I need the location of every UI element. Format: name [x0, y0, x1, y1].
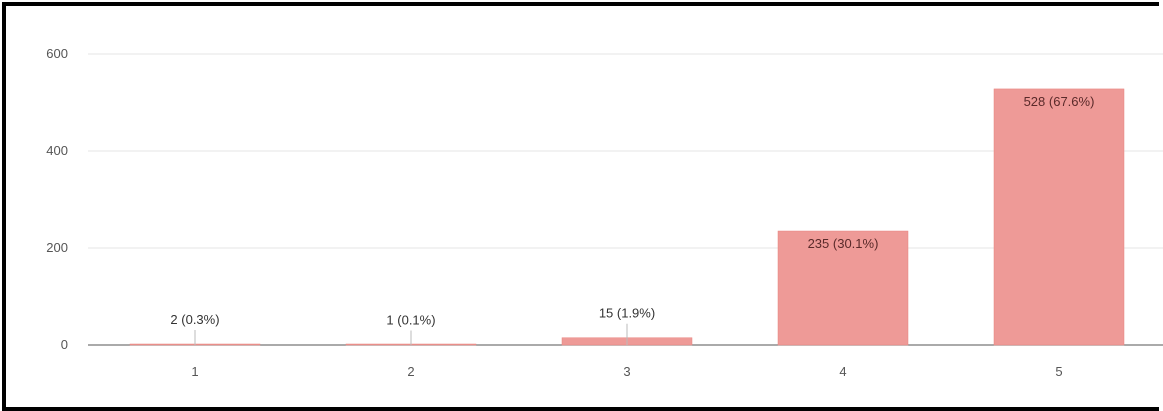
x-tick-label: 2 [407, 364, 414, 379]
x-axis-ticks: 1 2 3 4 5 [191, 364, 1062, 379]
x-tick-label: 1 [191, 364, 198, 379]
bar-4 [777, 230, 909, 346]
bar-5 [993, 88, 1125, 346]
data-label: 15 (1.9%) [599, 306, 655, 321]
bars [129, 88, 1125, 346]
bar-chart: 0 200 400 600 2 (0.3%) 1 (0.1%) 15 (1.9%) 235 … [46, 46, 1163, 379]
x-tick-label: 3 [623, 364, 630, 379]
y-axis-ticks: 0 200 400 600 [46, 46, 68, 352]
y-tick-label: 0 [61, 337, 68, 352]
data-labels: 2 (0.3%) 1 (0.1%) 15 (1.9%) 235 (30.1%) 528 … [170, 94, 1094, 345]
y-tick-label: 400 [46, 143, 68, 158]
y-tick-label: 600 [46, 46, 68, 61]
data-label: 528 (67.6%) [1024, 94, 1095, 109]
data-label: 1 (0.1%) [386, 313, 435, 328]
y-tick-label: 200 [46, 240, 68, 255]
x-tick-label: 5 [1055, 364, 1062, 379]
x-tick-label: 4 [839, 364, 846, 379]
data-label: 2 (0.3%) [170, 312, 219, 327]
data-label: 235 (30.1%) [808, 236, 879, 251]
